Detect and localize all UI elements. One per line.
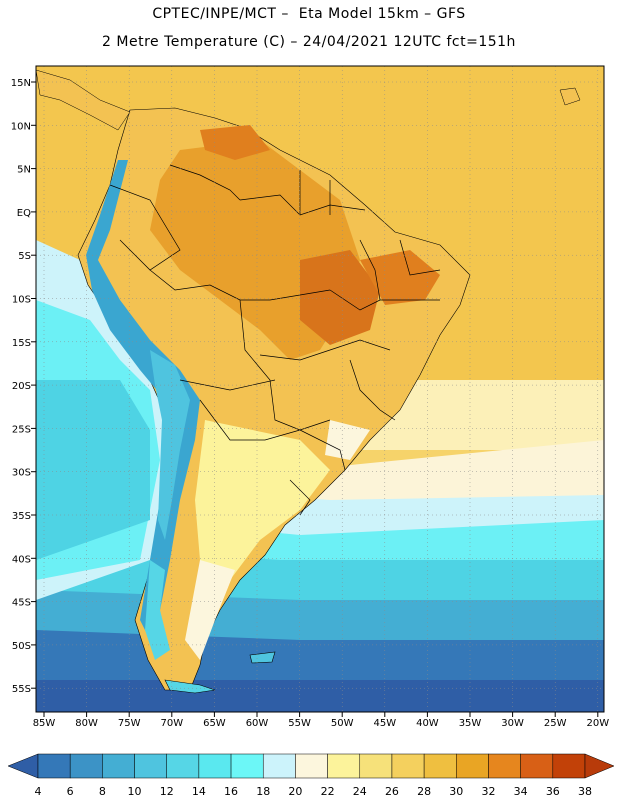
colorbar-swatch <box>69 753 103 779</box>
lat-label: 35S <box>12 511 31 522</box>
colorbar-swatch <box>456 753 489 779</box>
colorbar-swatch <box>423 753 457 779</box>
lat-label: 45S <box>12 598 31 609</box>
colorbar-swatch <box>198 753 232 779</box>
colorbar-label: 38 <box>578 785 592 798</box>
colorbar-label: 30 <box>449 785 463 798</box>
lon-label: 85W <box>33 718 56 729</box>
colorbar-label: 32 <box>481 785 495 798</box>
colorbar-label: 26 <box>385 785 399 798</box>
colorbar-swatch <box>262 753 296 779</box>
lon-label: 45W <box>373 718 396 729</box>
lon-label: 75W <box>118 718 141 729</box>
lat-label: 10S <box>12 295 31 306</box>
lon-label: 70W <box>160 718 183 729</box>
lat-label: 15N <box>11 78 31 89</box>
temperature-field <box>36 66 604 712</box>
lat-label: 20S <box>12 381 31 392</box>
colorbar-label: 16 <box>224 785 238 798</box>
colorbar-label: 34 <box>514 785 528 798</box>
lat-label: 10N <box>11 121 31 132</box>
lat-label: 55S <box>12 684 31 695</box>
latitude-labels: 15N 10N 5N EQ 5S 10S 15S 20S 25S 30S 35S 40S 45S 50S 5… <box>11 78 36 695</box>
colorbar-swatch <box>520 753 554 779</box>
lat-label: 40S <box>12 554 31 565</box>
lat-label: 5S <box>18 251 31 262</box>
lon-label: 35W <box>459 718 482 729</box>
colorbar-label: 20 <box>288 785 302 798</box>
lat-label: 50S <box>12 641 31 652</box>
lon-label: 60W <box>246 718 269 729</box>
colorbar-swatch <box>134 753 167 779</box>
lat-label: 30S <box>12 468 31 479</box>
lon-label: 80W <box>75 718 98 729</box>
map-frame <box>35 65 605 713</box>
colorbar-label: 24 <box>353 785 367 798</box>
colorbar-label: 8 <box>99 785 106 798</box>
colorbar-label: 14 <box>192 785 206 798</box>
colorbar-label: 22 <box>321 785 335 798</box>
colorbar-arrow-right <box>584 753 615 779</box>
colorbar-swatch <box>552 753 586 779</box>
colorbar-swatch <box>327 753 361 779</box>
lon-label: 50W <box>331 718 354 729</box>
lon-label: 65W <box>203 718 226 729</box>
colorbar-swatch <box>102 753 135 779</box>
lon-label: 55W <box>288 718 311 729</box>
colorbar-swatch <box>37 753 71 779</box>
title-line-1: CPTEC/INPE/MCT – Eta Model 15km – GFS <box>152 6 466 22</box>
colorbar-swatch <box>359 753 393 779</box>
lat-label: 5N <box>17 165 31 176</box>
lat-label: EQ <box>17 208 31 219</box>
colorbar-swatch <box>230 753 264 779</box>
colorbar-swatch <box>295 753 328 779</box>
colorbar-arrow-left <box>7 753 39 779</box>
lon-label: 20W <box>586 718 609 729</box>
colorbar-swatch <box>391 753 425 779</box>
lat-label: 25S <box>12 424 31 435</box>
colorbar-labels: 4 6 8 10 12 14 16 18 20 22 24 26 28 30 32 34 36 38 <box>35 785 593 798</box>
lon-label: 25W <box>544 718 567 729</box>
lat-label: 15S <box>12 338 31 349</box>
colorbar-swatch <box>166 753 200 779</box>
lon-label: 30W <box>501 718 524 729</box>
title-line-2: 2 Metre Temperature (C) – 24/04/2021 12U… <box>102 34 516 50</box>
colorbar-label: 6 <box>67 785 74 798</box>
colorbar-label: 18 <box>256 785 270 798</box>
colorbar-label: 10 <box>128 785 142 798</box>
colorbar-label: 4 <box>35 785 42 798</box>
colorbar-label: 36 <box>546 785 560 798</box>
colorbar-label: 28 <box>417 785 431 798</box>
colorbar <box>7 753 615 779</box>
colorbar-swatch <box>488 753 521 779</box>
colorbar-label: 12 <box>160 785 174 798</box>
longitude-labels: 85W 80W 75W 70W 65W 60W 55W 50W 45W 40W 35W 30W 25W 2… <box>33 712 609 729</box>
gridlines <box>36 66 604 712</box>
country-borders <box>109 164 441 516</box>
lon-label: 40W <box>416 718 439 729</box>
